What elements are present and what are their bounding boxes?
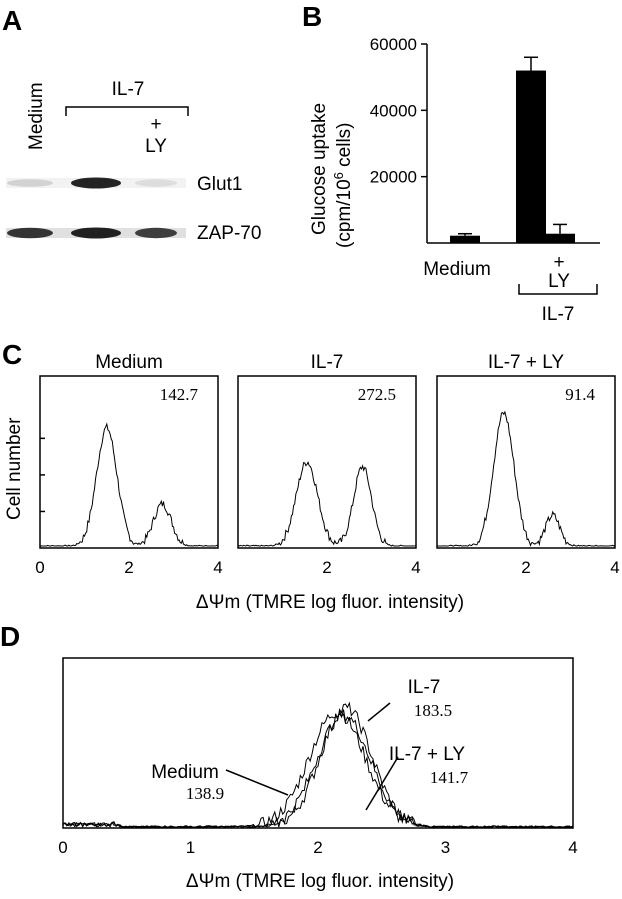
- bar-group-il7-label: IL-7: [542, 304, 575, 325]
- bar-ylabel-line1: Glucose uptake: [309, 103, 330, 235]
- hist-d-x-tick-label: 1: [186, 838, 195, 857]
- hist-c-x-tick-label: 4: [213, 558, 222, 577]
- blot-band-glut1-lane-1: [7, 179, 53, 187]
- hist-c-value: 91.4: [565, 385, 595, 404]
- hist-d-leader-line: [225, 769, 289, 796]
- hist-d-curve-2: [62, 701, 573, 828]
- hist-c-x-tick-label: 2: [521, 558, 530, 577]
- hist-d-x-tick-label: 3: [441, 838, 450, 857]
- hist-c-title: IL-7 + LY: [488, 352, 565, 373]
- hist-d-series-value: 138.9: [186, 784, 224, 803]
- hist-c-value: 272.5: [358, 385, 396, 404]
- blot-band-zap70-lane-1: [7, 227, 53, 239]
- hist-d-leader-line: [365, 756, 399, 811]
- hist-c-curve: [437, 410, 616, 547]
- bar-category-ly-label: LY: [548, 271, 570, 292]
- hist-d-series-name: IL-7 + LY: [389, 744, 466, 765]
- hist-c-frame: [237, 375, 417, 549]
- bar-ylabel-line2: (cpm/106 cells): [331, 123, 355, 249]
- bar-group-bracket: [518, 284, 598, 295]
- hist-c-x-tick-label: 4: [610, 558, 619, 577]
- hist-d-series-name: IL-7: [408, 677, 441, 698]
- bar-y-tick-label: 20000: [370, 168, 417, 187]
- hist-d-curve-3: [62, 708, 574, 828]
- hist-d-frame: [62, 657, 574, 829]
- hist-c-x-tick-label: 2: [124, 558, 133, 577]
- blot-band-glut1-label: Glut1: [197, 174, 242, 195]
- panel-d-letter: D: [0, 621, 20, 652]
- blot-glut1-background: [6, 178, 186, 188]
- hist-d-x-tick-label: 2: [313, 838, 322, 857]
- blot-band-glut1-lane-3: [135, 179, 177, 187]
- panel-c-letter: C: [2, 339, 22, 370]
- hist-c-x-tick-label: 0: [35, 558, 44, 577]
- bar-y-tick-label: 40000: [370, 101, 417, 120]
- hist-c-panel-2: IL-7 272.5 2 4: [237, 352, 421, 577]
- panel-a-letter: A: [2, 5, 22, 36]
- hist-c-panel-1: Medium 142.7 0 2 4: [35, 352, 222, 577]
- bar-category-plus-label: +: [553, 252, 564, 273]
- hist-c-title: IL-7: [311, 352, 344, 373]
- hist-c-value: 142.7: [160, 385, 199, 404]
- bar-y-tick-label: 60000: [370, 35, 417, 54]
- hist-c-ylabel: Cell number: [4, 417, 25, 520]
- hist-d-series-value: 183.5: [414, 701, 452, 720]
- blot-zap70-background: [6, 228, 186, 238]
- hist-d-series-value: 141.7: [430, 768, 469, 787]
- blot-plus-label: +: [150, 114, 161, 135]
- hist-d-leader-line: [367, 702, 391, 722]
- hist-d-x-tick-label: 0: [58, 838, 67, 857]
- hist-c-frame: [39, 375, 219, 549]
- bar-axes: 20000 40000 60000: [370, 35, 600, 244]
- hist-c-x-tick-label: 4: [411, 558, 420, 577]
- hist-c-title: Medium: [95, 352, 163, 373]
- bar-1: [450, 235, 480, 243]
- hist-d-x-tick-label: 4: [568, 838, 577, 857]
- hist-c-frame: [436, 375, 616, 549]
- blot-bands: [6, 177, 186, 239]
- bar-marks: [450, 56, 575, 244]
- hist-c-x-tick-label: 2: [322, 558, 331, 577]
- panel-b-letter: B: [302, 1, 322, 32]
- blot-band-zap70-lane-2: [71, 227, 121, 239]
- bar-2: [516, 70, 546, 244]
- hist-d-curve-1: [62, 712, 573, 828]
- blot-lane-medium-label: Medium: [26, 82, 47, 150]
- blot-band-zap70-label: ZAP-70: [197, 223, 261, 244]
- hist-d-series-name: Medium: [151, 762, 219, 783]
- blot-group-il7-label: IL-7: [112, 79, 145, 100]
- hist-c-curve: [39, 422, 219, 547]
- hist-c-xlabel: ΔΨm (TMRE log fluor. intensity): [196, 592, 464, 613]
- blot-ly-label: LY: [145, 136, 167, 157]
- blot-band-zap70-lane-3: [135, 227, 177, 239]
- blot-group-bracket: [65, 106, 189, 116]
- bar-category-medium-label: Medium: [423, 259, 491, 280]
- hist-d-xlabel: ΔΨm (TMRE log fluor. intensity): [186, 871, 454, 892]
- bar-3: [545, 233, 575, 243]
- blot-band-glut1-lane-2: [71, 177, 121, 189]
- hist-c-curve: [238, 460, 417, 547]
